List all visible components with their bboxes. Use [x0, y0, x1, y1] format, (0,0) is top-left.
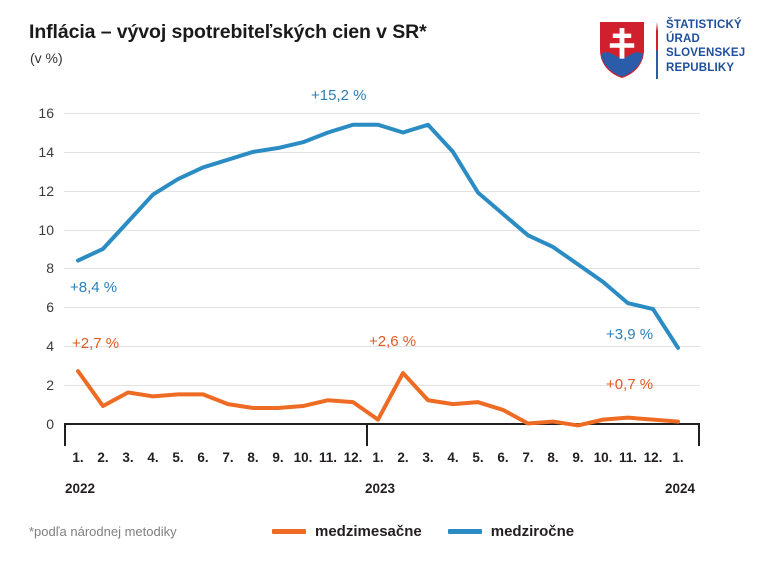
x-axis-month-label: 12. — [643, 450, 663, 465]
page-title: Inflácia – vývoj spotrebiteľských cien v… — [29, 21, 427, 43]
x-axis-month-label: 12. — [343, 450, 363, 465]
chart-header: Inflácia – vývoj spotrebiteľských cien v… — [0, 0, 764, 100]
x-axis-month-label: 11. — [318, 450, 338, 465]
slovak-coat-of-arms-icon — [600, 22, 644, 78]
x-axis-month-label: 10. — [293, 450, 313, 465]
gridline — [64, 190, 700, 192]
x-axis-year-label: 2024 — [664, 481, 696, 496]
x-axis-month-label: 2. — [97, 450, 109, 465]
legend-swatch — [447, 528, 482, 534]
y-axis-tick: 6 — [10, 299, 54, 315]
gridline — [64, 151, 700, 153]
axis-tick-stub — [365, 425, 368, 446]
x-axis-month-label: 1. — [72, 450, 84, 465]
x-axis-year-label: 2023 — [364, 481, 396, 496]
gridline — [64, 384, 700, 386]
statistical-office-logo: ŠTATISTICKÝ ÚRAD SLOVENSKEJ REPUBLIKY — [598, 18, 758, 82]
axis-tick-stub — [64, 425, 66, 446]
data-annotation: +3,9 % — [606, 325, 654, 343]
y-axis-tick-label: 10 — [38, 221, 54, 238]
x-axis-month-label: 3. — [122, 450, 134, 465]
y-axis-tick-label: 0 — [46, 415, 54, 432]
y-axis-tick-label: 4 — [46, 337, 54, 354]
x-axis-month-label: 7. — [522, 450, 534, 465]
x-axis-month-label: 6. — [497, 450, 509, 465]
series-line-yoy — [76, 122, 680, 350]
x-axis-month-label: 1. — [672, 450, 684, 465]
y-axis-tick-label: 6 — [46, 299, 54, 316]
y-axis-tick-label: 16 — [38, 105, 54, 122]
x-axis-month-label: 11. — [618, 450, 638, 465]
data-annotation: +2,7 % — [72, 335, 120, 353]
axis-tick-stub — [698, 425, 700, 446]
y-axis-tick-label: 8 — [46, 260, 54, 277]
x-axis-month-label: 10. — [593, 450, 613, 465]
x-axis-month-label: 8. — [547, 450, 559, 465]
legend-item[interactable]: medziročne — [447, 522, 575, 540]
y-axis-tick: 14 — [10, 144, 54, 160]
legend-label: medziročne — [490, 522, 575, 540]
x-axis-month-label: 4. — [147, 450, 159, 465]
y-axis-tick-label: 12 — [38, 182, 54, 199]
data-annotation: +8,4 % — [70, 278, 118, 296]
x-axis-year-label: 2022 — [64, 481, 96, 496]
logo-line-4: REPUBLIKY — [666, 61, 735, 74]
zero-baseline-axis — [64, 423, 700, 425]
legend-swatch — [272, 528, 306, 534]
legend-label: medzimesačne — [315, 522, 422, 540]
logo-line-1: ŠTATISTICKÝ — [666, 19, 742, 31]
chart-unit-subtitle: (v %) — [30, 50, 63, 66]
methodology-footnote: *podľa národnej metodiky — [29, 524, 177, 539]
gridline — [64, 229, 700, 231]
y-axis-tick: 12 — [10, 183, 54, 199]
data-annotation: +15,2 % — [311, 86, 367, 104]
x-axis-month-label: 5. — [472, 450, 484, 465]
logo-wordmark: ŠTATISTICKÝ ÚRAD SLOVENSKEJ REPUBLIKY — [666, 18, 745, 75]
data-annotation: +2,6 % — [369, 333, 417, 351]
y-axis-tick: 4 — [10, 338, 54, 354]
y-axis-tick: 0 — [10, 416, 54, 432]
x-axis-month-label: 9. — [572, 450, 584, 465]
chart-legend: medzimesačne medziročne — [272, 520, 590, 542]
x-axis-month-label: 4. — [447, 450, 459, 465]
logo-line-2: ÚRAD — [666, 33, 701, 46]
x-axis-month-label: 1. — [372, 450, 384, 465]
x-axis-month-label: 8. — [247, 450, 259, 465]
logo-divider — [656, 22, 658, 79]
y-axis-tick: 2 — [10, 377, 54, 393]
y-axis-tick-label: 2 — [46, 376, 54, 393]
y-axis-tick: 16 — [10, 105, 54, 121]
x-axis-month-label: 6. — [197, 450, 209, 465]
y-axis-tick-label: 14 — [38, 143, 54, 160]
gridline — [64, 307, 700, 309]
data-annotation: +0,7 % — [606, 375, 654, 393]
x-axis-month-label: 3. — [422, 450, 434, 465]
y-axis-tick: 10 — [10, 222, 54, 238]
x-axis-month-label: 2. — [397, 450, 409, 465]
x-axis-month-label: 9. — [272, 450, 284, 465]
gridline — [64, 113, 700, 115]
x-axis-month-label: 7. — [222, 450, 234, 465]
legend-item[interactable]: medzimesačne — [272, 523, 422, 540]
x-axis-month-label: 5. — [172, 450, 184, 465]
gridline — [64, 268, 700, 270]
y-axis-tick: 8 — [10, 260, 54, 276]
series-line-mom — [76, 369, 680, 428]
logo-line-3: SLOVENSKEJ — [666, 47, 746, 60]
